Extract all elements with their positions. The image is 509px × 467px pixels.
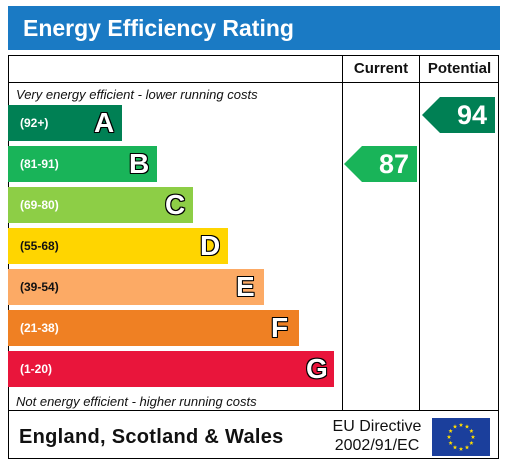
band-e: (39-54) E (8, 269, 264, 305)
band-c: (69-80) C (8, 187, 193, 223)
band-a: (92+) A (8, 105, 122, 141)
band-letter: G (306, 353, 328, 384)
band-f: (21-38) F (8, 310, 299, 346)
band-b: (81-91) B (8, 146, 157, 182)
page-title: Energy Efficiency Rating (23, 15, 294, 41)
eu-star (464, 445, 470, 450)
directive-line-2: 2002/91/EC (334, 437, 420, 454)
band-range-label: (92+) (20, 116, 49, 130)
note-efficient: Very energy efficient - lower running co… (16, 87, 258, 102)
eu-star (452, 424, 458, 429)
band-range-label: (39-54) (20, 280, 59, 294)
column-header-current: Current (353, 60, 409, 77)
current-rating-arrow: 87 (344, 146, 417, 182)
eu-star (469, 440, 474, 445)
potential-arrow-shape (422, 97, 495, 133)
header-bar: Energy Efficiency Rating (8, 6, 500, 50)
eu-star (448, 440, 453, 445)
column-divider-current (342, 55, 343, 410)
eu-star (446, 434, 452, 439)
directive-line-1: EU Directive (332, 418, 422, 435)
eu-star (470, 434, 476, 439)
eu-star (452, 445, 458, 450)
band-letter: C (165, 189, 186, 220)
eu-star (448, 428, 453, 433)
eu-flag-icon (432, 418, 490, 456)
band-letter: F (271, 312, 289, 343)
band-range-label: (21-38) (20, 321, 59, 335)
band-letter: E (236, 271, 255, 302)
band-range-label: (55-68) (20, 239, 59, 253)
eu-star (458, 422, 464, 427)
band-range-label: (69-80) (20, 198, 59, 212)
current-arrow-shape (344, 146, 417, 182)
footer-directive: EU Directive 2002/91/EC (327, 417, 427, 455)
footer-country: England, Scotland & Wales (19, 426, 284, 448)
band-letter: D (200, 230, 221, 261)
eu-star (458, 446, 464, 451)
column-divider-potential (419, 55, 420, 410)
footer-row-divider (8, 410, 499, 411)
current-rating-value: 87 (378, 149, 409, 179)
note-inefficient: Not energy efficient - higher running co… (16, 394, 257, 409)
eu-star (464, 424, 470, 429)
potential-rating-arrow: 94 (422, 97, 495, 133)
band-d: (55-68) D (8, 228, 228, 264)
band-letter: A (94, 107, 115, 138)
potential-rating-value: 94 (456, 100, 487, 130)
band-letter: B (129, 148, 150, 179)
band-range-label: (81-91) (20, 157, 59, 171)
band-g: (1-20) G (8, 351, 334, 387)
header-row-divider (8, 82, 499, 83)
eu-star (469, 428, 474, 433)
column-header-potential: Potential (427, 60, 492, 77)
band-range-label: (1-20) (20, 362, 53, 376)
